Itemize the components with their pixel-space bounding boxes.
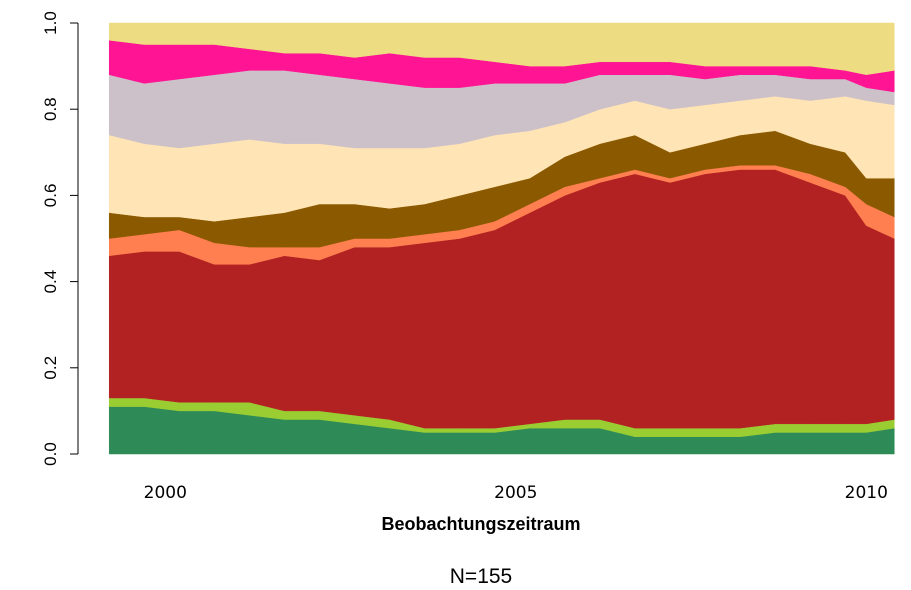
y-tick-label: 0.6 — [41, 184, 60, 208]
x-tick-label: 2010 — [845, 483, 888, 503]
x-tick-label: 2005 — [494, 483, 537, 503]
x-tick-label: 2000 — [144, 483, 187, 503]
x-axis-label: Beobachtungszeitraum — [381, 514, 580, 534]
y-tick-label: 1.0 — [41, 11, 60, 35]
note: N=155 — [450, 565, 512, 588]
y-tick-label: 0.4 — [41, 270, 60, 294]
area — [108, 22, 895, 75]
y-tick-label: 0.8 — [41, 97, 60, 121]
y-tick-label: 0.0 — [41, 442, 60, 466]
y-tick-label: 0.2 — [41, 356, 60, 380]
